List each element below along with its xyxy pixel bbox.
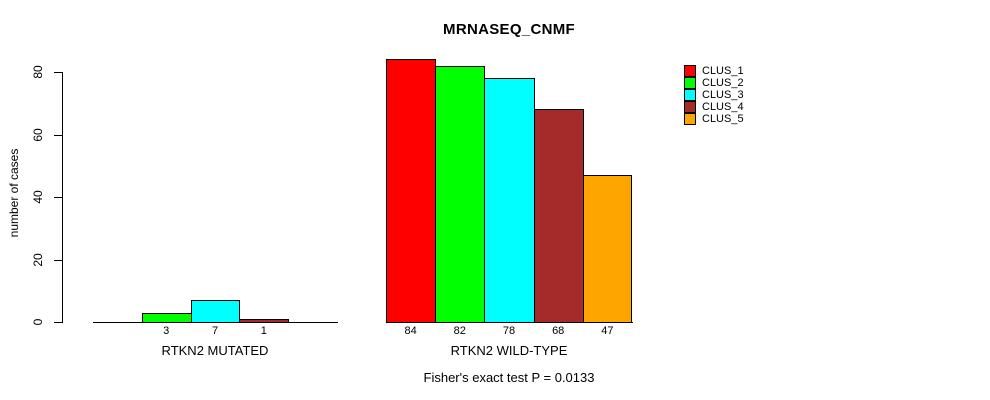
y-tick xyxy=(54,260,63,261)
bar-clus_4 xyxy=(534,109,584,323)
bar-value-label: 47 xyxy=(601,325,614,337)
bar-value-label: 1 xyxy=(260,325,267,337)
group-baseline xyxy=(386,322,633,323)
group-label: RTKN2 WILD-TYPE xyxy=(450,343,568,358)
y-tick xyxy=(54,322,63,323)
legend-swatch-clus_1 xyxy=(684,65,696,77)
legend-swatch-clus_5 xyxy=(684,113,696,125)
bar-value-label: 68 xyxy=(552,325,565,337)
chart-title: MRNASEQ_CNMF xyxy=(443,21,575,38)
legend-label: CLUS_3 xyxy=(702,89,744,101)
legend-swatch-clus_2 xyxy=(684,77,696,89)
y-tick xyxy=(54,135,63,136)
group-label: RTKN2 MUTATED xyxy=(161,343,269,358)
caption-fisher-test: Fisher's exact test P = 0.0133 xyxy=(423,370,595,385)
y-tick xyxy=(54,72,63,73)
legend-label: CLUS_4 xyxy=(702,101,744,113)
bar-value-label: 84 xyxy=(404,325,417,337)
bar-value-label: 78 xyxy=(502,325,516,337)
legend-label: CLUS_5 xyxy=(702,113,744,125)
legend-label: CLUS_1 xyxy=(702,65,744,77)
legend-swatch-clus_3 xyxy=(684,89,696,101)
bar-value-label: 3 xyxy=(163,325,170,337)
bar-value-label: 7 xyxy=(211,325,219,337)
bar-value-label: 82 xyxy=(453,325,466,337)
legend-label: CLUS_2 xyxy=(702,77,744,89)
group-baseline xyxy=(93,322,338,323)
legend-swatch-clus_4 xyxy=(684,101,696,113)
y-tick xyxy=(54,197,63,198)
